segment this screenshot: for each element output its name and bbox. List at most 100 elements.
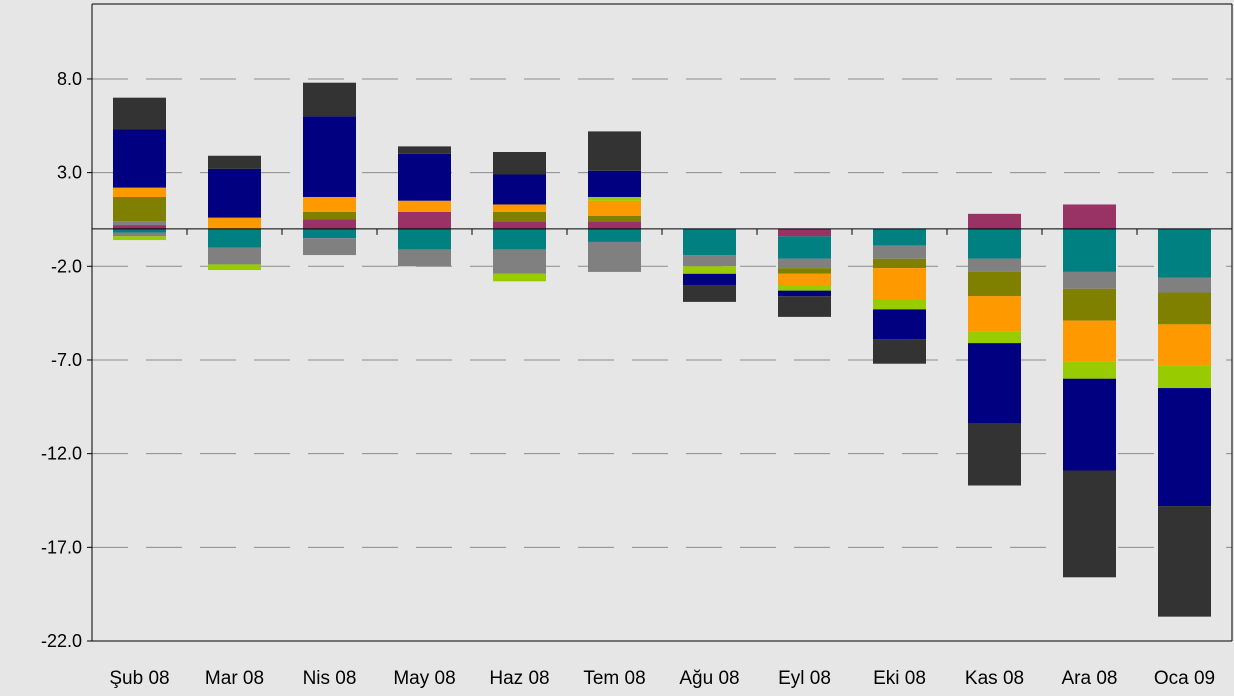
bar-segment <box>113 228 166 233</box>
bar-segment <box>208 264 261 271</box>
x-category-label: Nis 08 <box>303 668 357 689</box>
y-axis-ticks: 8.0 3.0 -2.0 -7.0 -12.0 -17.0 -22.0 <box>41 69 92 651</box>
x-category-label: Oca 09 <box>1154 668 1215 689</box>
bar-segment <box>1063 470 1116 578</box>
bar-segment <box>208 168 261 218</box>
bar-segment <box>1158 277 1211 293</box>
bar-segment <box>968 423 1021 486</box>
bar-segment <box>398 228 451 250</box>
bar-segment <box>1158 228 1211 278</box>
bar-segment <box>398 153 451 201</box>
bar-segment <box>588 221 641 229</box>
bar-segment <box>778 273 831 286</box>
bar-segment <box>398 200 451 212</box>
bar-segment <box>113 225 166 229</box>
bar-segment <box>1063 271 1116 289</box>
bar-segment <box>303 196 356 212</box>
zero-axis <box>91 228 1233 235</box>
bar-segment <box>683 285 736 302</box>
bar-segment <box>968 331 1021 344</box>
x-category-label: Tem 08 <box>583 668 645 689</box>
bar-segment <box>208 155 261 169</box>
bar-segment <box>113 232 166 237</box>
bar-segment <box>113 196 166 222</box>
bar-segment <box>303 238 356 256</box>
bar-segment <box>1158 365 1211 389</box>
bar-segment <box>588 131 641 171</box>
x-category-label: Ağu 08 <box>679 668 739 689</box>
bar-segment <box>113 187 166 197</box>
bar-segment <box>303 219 356 229</box>
bar-segment <box>493 211 546 222</box>
x-axis-labels: Şub 08 Mar 08 Nis 08 May 08 Haz 08 Tem 08 Ağu … <box>109 668 1215 689</box>
plot-area <box>92 4 1232 641</box>
bar-segment <box>303 211 356 220</box>
bar-segment <box>873 245 926 259</box>
bars <box>113 82 1211 617</box>
bar-segment <box>968 228 1021 259</box>
bar-segment <box>778 258 831 269</box>
bar-segment <box>1158 324 1211 366</box>
y-tick-label: -2.0 <box>51 256 82 276</box>
y-tick-label: 8.0 <box>57 69 82 89</box>
bar-segment <box>493 273 546 282</box>
bar-segment <box>873 258 926 269</box>
bar-segment <box>778 290 831 297</box>
bar-segment <box>588 241 641 272</box>
bar-segment <box>778 296 831 317</box>
bar-segment <box>873 228 926 246</box>
bar-segment <box>113 221 166 226</box>
x-category-label: Ara 08 <box>1062 668 1118 689</box>
x-category-label: Kas 08 <box>965 668 1024 689</box>
bar-segment <box>873 300 926 310</box>
bar-segment <box>303 228 356 239</box>
bar-segment <box>588 228 641 242</box>
bar-segment <box>208 217 261 229</box>
x-category-label: Eyl 08 <box>778 668 831 689</box>
bar-segment <box>968 343 1021 424</box>
bar-segment <box>208 247 261 265</box>
bar-segment <box>778 285 831 291</box>
bar-segment <box>1063 288 1116 321</box>
bar-segment <box>588 215 641 222</box>
gridlines <box>92 78 1232 548</box>
bar-segment <box>778 236 831 259</box>
bar-segment <box>873 268 926 301</box>
y-tick-label: 3.0 <box>57 163 82 183</box>
x-category-label: Haz 08 <box>489 668 549 689</box>
bar-segment <box>968 271 1021 297</box>
bar-segment <box>778 268 831 274</box>
bar-segment <box>398 211 451 229</box>
bar-segment <box>1158 292 1211 325</box>
bar-segment <box>588 200 641 216</box>
x-category-label: Mar 08 <box>205 668 264 689</box>
bar-segment <box>683 266 736 274</box>
bar-segment <box>1158 506 1211 617</box>
bar-segment <box>873 339 926 364</box>
bar-segment <box>968 258 1021 272</box>
bar-segment <box>1063 228 1116 272</box>
bar-segment <box>683 273 736 286</box>
bar-segment <box>968 296 1021 332</box>
bar-segment <box>113 97 166 130</box>
bar-segment <box>778 228 831 237</box>
x-category-label: May 08 <box>393 668 455 689</box>
y-tick-label: -17.0 <box>41 537 82 557</box>
bar-segment <box>683 255 736 267</box>
bar-segment <box>493 249 546 274</box>
bar-segment <box>398 249 451 267</box>
bar-segment <box>493 152 546 175</box>
bar-segment <box>493 221 546 229</box>
y-tick-label: -22.0 <box>41 631 82 651</box>
bar-segment <box>113 236 166 241</box>
bar-segment <box>493 228 546 250</box>
bar-segment <box>1063 378 1116 471</box>
bar-segment <box>683 228 736 256</box>
x-category-label: Şub 08 <box>109 668 169 689</box>
bar-segment <box>1158 388 1211 507</box>
y-tick-label: -7.0 <box>51 350 82 370</box>
bar-segment <box>208 228 261 248</box>
bar-segment <box>1063 204 1116 229</box>
bar-segment <box>1063 361 1116 379</box>
bar-segment <box>1063 320 1116 362</box>
